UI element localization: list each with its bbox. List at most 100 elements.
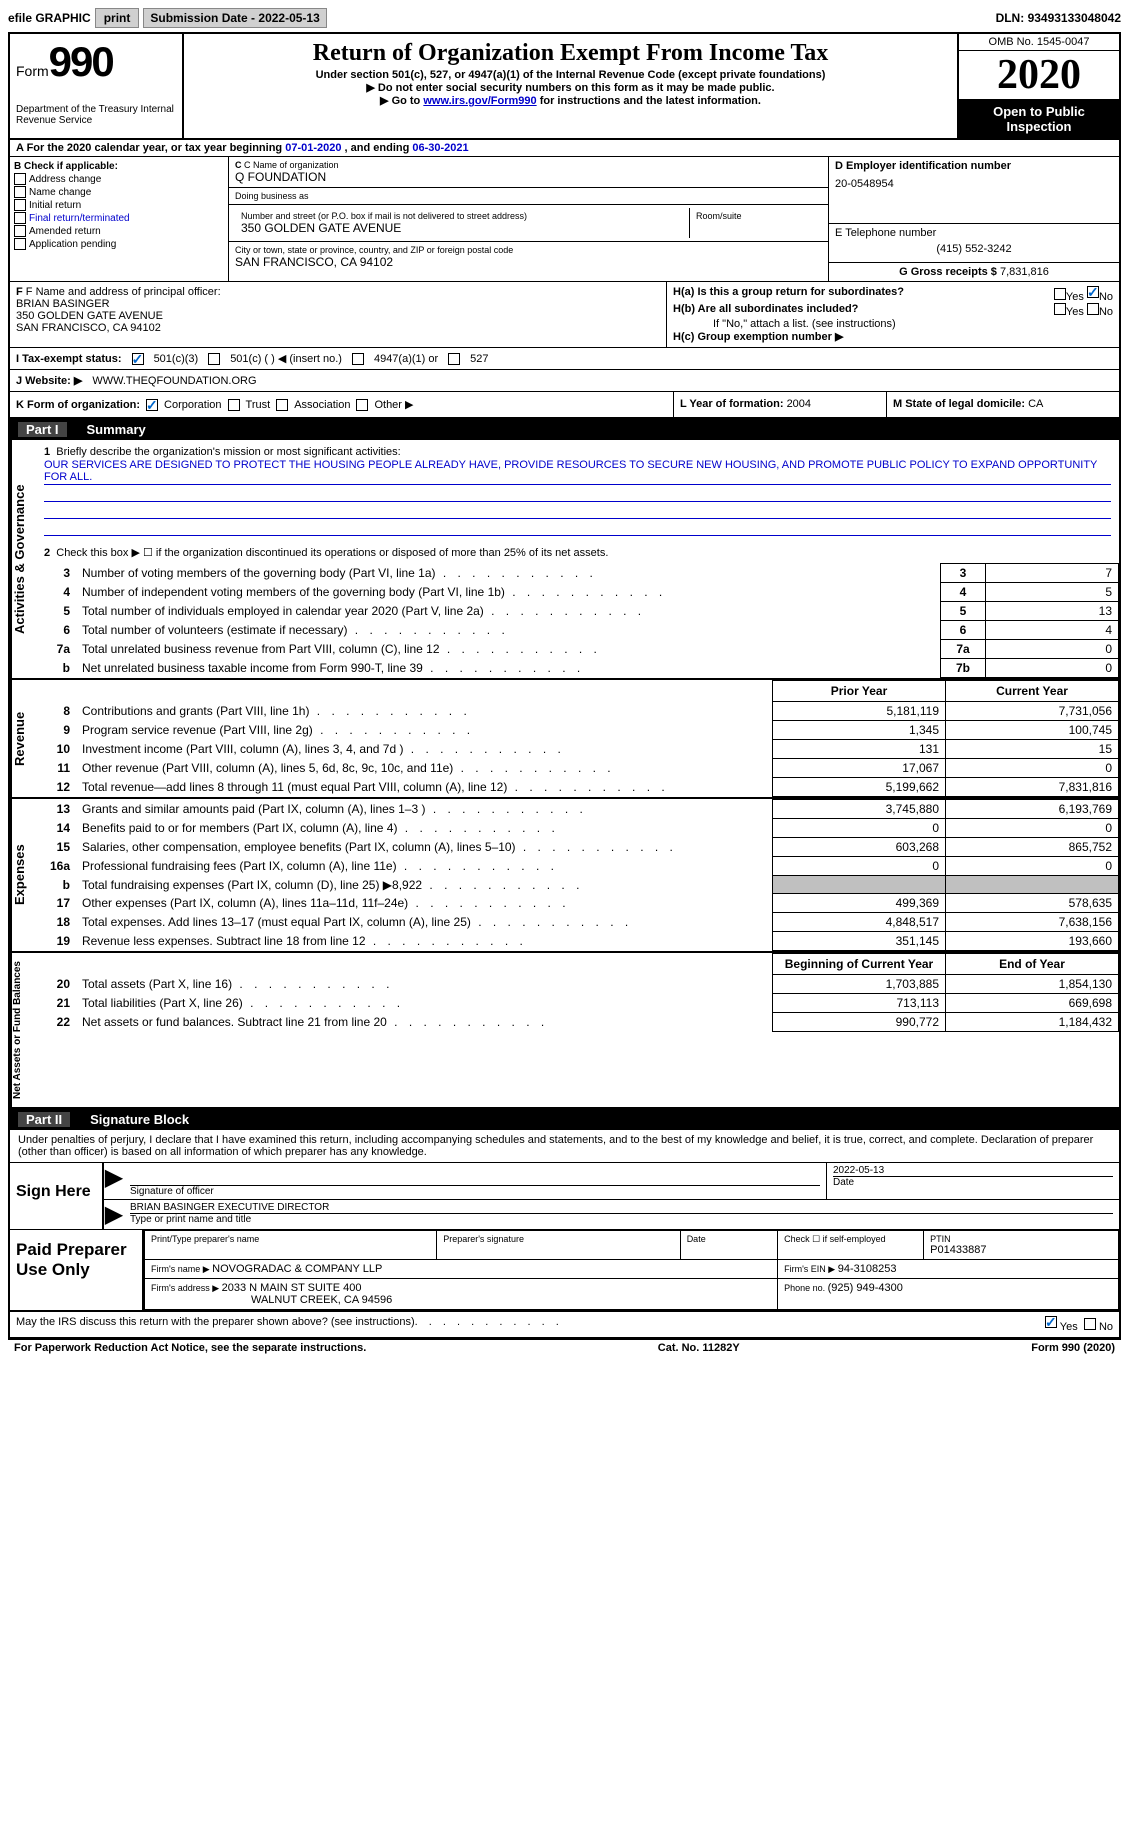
irs-discuss-label: May the IRS discuss this return with the… xyxy=(16,1316,415,1333)
chk-hb-yes[interactable] xyxy=(1054,303,1066,315)
dept-label: Department of the Treasury Internal Reve… xyxy=(16,104,176,126)
header-center: Return of Organization Exempt From Incom… xyxy=(184,34,957,138)
end-year-header: End of Year xyxy=(946,954,1119,975)
chk-527[interactable] xyxy=(448,353,460,365)
table-row: 17Other expenses (Part IX, column (A), l… xyxy=(36,894,1119,913)
sig-date: 2022-05-13 xyxy=(833,1165,1113,1176)
form-label: Form xyxy=(16,63,49,79)
mission-text: OUR SERVICES ARE DESIGNED TO PROTECT THE… xyxy=(44,458,1111,485)
table-row: 16aProfessional fundraising fees (Part I… xyxy=(36,857,1119,876)
officer-addr2: SAN FRANCISCO, CA 94102 xyxy=(16,322,660,334)
chk-assoc[interactable] xyxy=(276,399,288,411)
chk-501c[interactable] xyxy=(208,353,220,365)
submission-date: Submission Date - 2022-05-13 xyxy=(143,8,326,28)
cat-no: Cat. No. 11282Y xyxy=(366,1342,1031,1354)
box-j-label: J Website: ▶ xyxy=(16,374,82,387)
side-governance: Activities & Governance xyxy=(10,440,36,678)
box-deg: D Employer identification number 20-0548… xyxy=(828,157,1119,281)
chk-hb-no[interactable] xyxy=(1087,303,1099,315)
chk-final-return[interactable]: Final return/terminated xyxy=(14,212,224,224)
irs-discuss-row: May the IRS discuss this return with the… xyxy=(10,1312,1119,1337)
room-suite-label: Room/suite xyxy=(690,208,822,238)
irs-link[interactable]: www.irs.gov/Form990 xyxy=(423,95,536,107)
note-link: ▶ Go to www.irs.gov/Form990 for instruct… xyxy=(192,94,949,107)
row-j: J Website: ▶ WWW.THEQFOUNDATION.ORG xyxy=(10,370,1119,392)
chk-ha-no[interactable] xyxy=(1087,286,1099,298)
netassets-section: Net Assets or Fund Balances Beginning of… xyxy=(10,951,1119,1109)
ein: 20-0548954 xyxy=(835,172,1113,196)
phone: (415) 552-3242 xyxy=(835,239,1113,259)
omb-number: OMB No. 1545-0047 xyxy=(959,34,1119,51)
city: SAN FRANCISCO, CA 94102 xyxy=(235,255,822,269)
dln: DLN: 93493133048042 xyxy=(996,11,1121,25)
sig-date-label: Date xyxy=(833,1176,1113,1188)
row-fh: F F Name and address of principal office… xyxy=(10,282,1119,348)
net-header-row: Beginning of Current Year End of Year xyxy=(36,954,1119,975)
preparer-row: Paid Preparer Use Only Print/Type prepar… xyxy=(10,1230,1119,1312)
part1-body: Activities & Governance 1 Briefly descri… xyxy=(10,440,1119,678)
box-k: K Form of organization: Corporation Trus… xyxy=(10,392,673,417)
box-m: M State of legal domicile: CA xyxy=(886,392,1119,417)
part1-label: Part I xyxy=(18,422,67,437)
box-h: H(a) Is this a group return for subordin… xyxy=(667,282,1119,347)
box-b-label: B Check if applicable: xyxy=(14,161,224,172)
sig-name-label: Type or print name and title xyxy=(130,1213,1113,1225)
prior-year-header: Prior Year xyxy=(773,681,946,702)
part1-header: Part I Summary xyxy=(10,419,1119,440)
form-header: Form990 Department of the Treasury Inter… xyxy=(10,34,1119,140)
line2: Check this box ▶ ☐ if the organization d… xyxy=(56,547,608,559)
chk-app-pending[interactable]: Application pending xyxy=(14,238,224,250)
org-name: Q FOUNDATION xyxy=(235,170,822,184)
governance-table: 3Number of voting members of the governi… xyxy=(36,563,1119,678)
chk-address-change[interactable]: Address change xyxy=(14,173,224,185)
table-row: 22Net assets or fund balances. Subtract … xyxy=(36,1013,1119,1032)
chk-trust[interactable] xyxy=(228,399,240,411)
mission-label: Briefly describe the organization's miss… xyxy=(56,446,400,458)
chk-other[interactable] xyxy=(356,399,368,411)
side-netassets: Net Assets or Fund Balances xyxy=(10,953,36,1107)
box-c: C C Name of organization Q FOUNDATION Do… xyxy=(229,157,828,281)
ha-label: H(a) Is this a group return for subordin… xyxy=(673,286,904,298)
netassets-table: Beginning of Current Year End of Year 20… xyxy=(36,953,1119,1032)
officer-name: BRIAN BASINGER xyxy=(16,298,660,310)
efile-label: efile GRAPHIC xyxy=(8,11,91,25)
chk-amended[interactable]: Amended return xyxy=(14,225,224,237)
officer-addr1: 350 GOLDEN GATE AVENUE xyxy=(16,310,660,322)
revenue-table: Prior Year Current Year 8Contributions a… xyxy=(36,680,1119,797)
state-domicile: CA xyxy=(1028,398,1043,410)
chk-corp[interactable] xyxy=(146,399,158,411)
chk-name-change[interactable]: Name change xyxy=(14,186,224,198)
print-button[interactable]: print xyxy=(95,8,140,28)
gross-receipts: 7,831,816 xyxy=(1000,266,1049,278)
org-name-label: C C Name of organization xyxy=(235,160,822,170)
table-row: 19Revenue less expenses. Subtract line 1… xyxy=(36,932,1119,951)
chk-discuss-no[interactable] xyxy=(1084,1318,1096,1330)
hb-note: If "No," attach a list. (see instruction… xyxy=(673,318,1113,330)
expenses-table: 13Grants and similar amounts paid (Part … xyxy=(36,799,1119,951)
ptin: P01433887 xyxy=(930,1244,1112,1256)
website: WWW.THEQFOUNDATION.ORG xyxy=(92,375,256,387)
table-row: 5Total number of individuals employed in… xyxy=(36,602,1119,621)
chk-initial-return[interactable]: Initial return xyxy=(14,199,224,211)
chk-501c3[interactable] xyxy=(132,353,144,365)
sig-officer-label: Signature of officer xyxy=(130,1185,820,1197)
dba-label: Doing business as xyxy=(235,191,822,201)
chk-ha-yes[interactable] xyxy=(1054,288,1066,300)
fin-header-row: Prior Year Current Year xyxy=(36,681,1119,702)
prep-sig-label: Preparer's signature xyxy=(443,1234,674,1244)
table-row: 21Total liabilities (Part X, line 26)713… xyxy=(36,994,1119,1013)
form-number: 990 xyxy=(49,38,113,85)
mission-block: 1 Briefly describe the organization's mi… xyxy=(36,440,1119,542)
chk-discuss-yes[interactable] xyxy=(1045,1316,1057,1328)
box-f: F F Name and address of principal office… xyxy=(10,282,667,347)
table-row: 14Benefits paid to or for members (Part … xyxy=(36,819,1119,838)
prep-date-label: Date xyxy=(687,1234,771,1244)
hc-label: H(c) Group exemption number ▶ xyxy=(673,331,843,343)
sign-here-label: Sign Here xyxy=(10,1163,102,1229)
phone-label: E Telephone number xyxy=(835,227,1113,239)
open-public-badge: Open to Public Inspection xyxy=(959,100,1119,138)
chk-4947[interactable] xyxy=(352,353,364,365)
box-i-label: I Tax-exempt status: xyxy=(16,353,122,365)
table-row: 7aTotal unrelated business revenue from … xyxy=(36,640,1119,659)
table-row: 3Number of voting members of the governi… xyxy=(36,564,1119,583)
